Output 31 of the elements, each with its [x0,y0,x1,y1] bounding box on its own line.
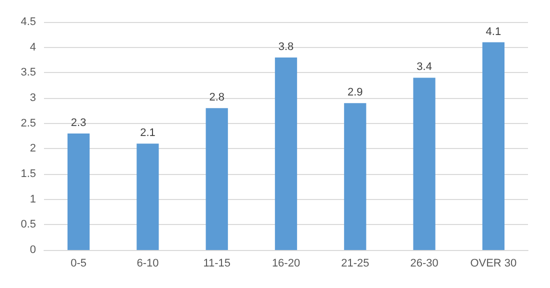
data-label: 2.9 [347,86,363,99]
data-label: 3.8 [278,40,294,53]
bar [344,103,366,250]
y-tick-label: 1.5 [20,168,36,180]
data-label: 4.1 [486,26,502,38]
data-label: 2.8 [209,92,225,104]
y-tick-label: 1 [30,193,36,206]
y-tick-label: 2.5 [20,117,36,130]
y-tick-label: 4 [30,41,36,54]
x-tick-label: 11-15 [203,258,231,270]
y-tick-label: 0.5 [20,218,36,231]
y-tick-label: 3.5 [20,66,36,79]
data-label: 2.3 [70,116,86,129]
y-tick-label: 0 [30,244,36,256]
bar [136,144,159,250]
x-tick-label: 6-10 [136,258,159,270]
x-tick-label: 0-5 [70,258,87,270]
x-tick-label: 16-20 [272,258,300,270]
bar [482,42,504,250]
data-label: 3.4 [416,61,432,74]
x-tick-label: OVER 30 [470,258,517,270]
x-tick-label: 21-25 [341,258,370,270]
y-tick-label: 3 [30,92,36,104]
y-tick-label: 4.5 [20,16,36,28]
bar [206,108,228,250]
bar [413,78,436,250]
data-label: 2.1 [140,127,156,140]
y-tick-label: 2 [30,142,36,155]
x-tick-label: 26-30 [410,258,438,270]
bar [68,133,90,250]
bar [274,57,298,250]
